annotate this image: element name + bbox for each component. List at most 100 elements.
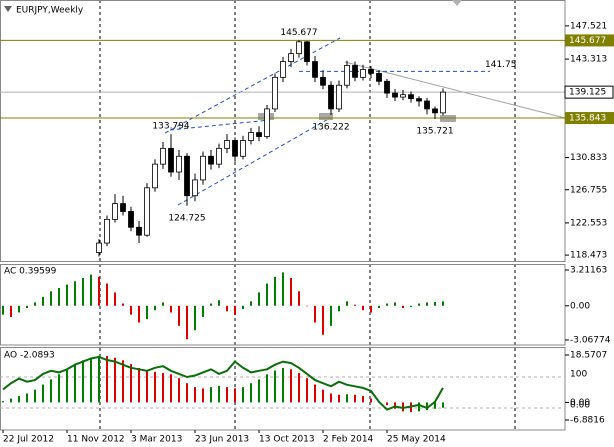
y-tick-label: 18.5707 [570, 350, 607, 360]
histogram-bar [194, 305, 196, 331]
candle-body [320, 76, 326, 86]
histogram-bar [394, 302, 396, 306]
x-tick-label: 13 Oct 2013 [259, 435, 315, 445]
histogram-bar [266, 374, 268, 403]
histogram-bar [50, 379, 52, 403]
channel-mid [169, 119, 271, 131]
candle-body [144, 187, 150, 236]
histogram-bar [90, 357, 92, 403]
histogram-bar [322, 389, 324, 403]
candle-body [368, 69, 374, 74]
candle-body [248, 132, 254, 141]
histogram-bar [26, 305, 28, 309]
candle-body [120, 203, 126, 212]
candle-body [152, 163, 158, 189]
histogram-bar [226, 305, 228, 312]
x-tick-label: 25 May 2014 [387, 435, 446, 445]
histogram-bar [106, 355, 108, 403]
y-tick-label: 126.755 [570, 185, 607, 195]
histogram-bar [162, 302, 164, 306]
indicator-title: AO -2.0893 [4, 351, 55, 361]
histogram-bar [234, 388, 236, 403]
indicator-line [2, 355, 444, 411]
candle-body [176, 155, 182, 173]
histogram-bar [202, 388, 204, 403]
trend-line [344, 61, 566, 119]
indicator-title: AC 0.39599 [4, 267, 57, 277]
y-tick-label: 122.553 [570, 218, 607, 228]
histogram-bar [226, 387, 228, 403]
candle-body [296, 41, 302, 55]
level-label: 145.677 [569, 36, 606, 46]
candle-body [232, 140, 238, 157]
histogram-bar [26, 393, 28, 403]
histogram-bar [426, 302, 428, 306]
histogram-bar [10, 305, 12, 317]
histogram-bar [330, 393, 332, 403]
histogram-bar [18, 396, 20, 403]
candle-body [264, 108, 270, 137]
histogram-bar [386, 303, 388, 306]
histogram-bar [330, 305, 332, 326]
price-annotation: 135.721 [416, 126, 453, 136]
histogram-bar [274, 276, 276, 306]
histogram-bar [426, 402, 428, 411]
histogram-bar [218, 300, 220, 306]
histogram-bar [370, 398, 372, 403]
histogram-bar [314, 384, 316, 403]
x-tick-label: 2 Feb 2014 [323, 435, 374, 445]
candle-body [440, 91, 446, 114]
candle-body [160, 147, 166, 165]
histogram-bar [354, 304, 356, 306]
histogram-bar [154, 305, 156, 311]
histogram-bar [122, 360, 124, 403]
histogram-bar [250, 301, 252, 306]
candle-body [312, 61, 318, 78]
y-tick-label: 0.00 [570, 398, 590, 408]
candle-body [112, 203, 118, 220]
histogram-bar [346, 394, 348, 403]
histogram-bar [370, 305, 372, 313]
candle-body [288, 53, 294, 62]
candle-body [200, 155, 206, 181]
candle-body [392, 92, 398, 98]
symbol-icon [4, 6, 12, 12]
x-tick-label: 23 Jun 2013 [195, 435, 249, 445]
histogram-bar [98, 276, 100, 306]
histogram-bar [66, 284, 68, 306]
histogram-bar [82, 277, 84, 306]
histogram-bar [122, 303, 124, 306]
histogram-bar [178, 305, 180, 326]
x-tick-label: 3 Mar 2013 [131, 435, 182, 445]
y-tick-label: -3.06774 [570, 335, 611, 345]
histogram-bar [130, 364, 132, 403]
y2-tick-label: 100 [570, 370, 587, 380]
histogram-bar [114, 357, 116, 403]
candle-body [184, 155, 190, 197]
candle-body [336, 84, 342, 110]
chart-title: EURJPY,Weekly [16, 6, 84, 16]
histogram-bar [210, 387, 212, 403]
histogram-bar [146, 305, 148, 320]
price-annotation: 136.222 [312, 123, 349, 133]
histogram-bar [386, 402, 388, 405]
candle-body [272, 76, 278, 110]
histogram-bar [34, 389, 36, 403]
x-tick-label: 11 Nov 2012 [67, 435, 125, 445]
candle-body [424, 100, 430, 110]
candle-body [104, 218, 110, 244]
y-tick-label: 143.313 [570, 55, 607, 65]
histogram-bar [58, 374, 60, 403]
histogram-bar [290, 277, 292, 306]
histogram-bar [210, 303, 212, 306]
price-annotation: 145.677 [280, 28, 317, 38]
candle-body [280, 61, 286, 78]
level-label: 135.843 [569, 114, 606, 124]
histogram-bar [82, 360, 84, 403]
level-box [565, 34, 614, 47]
histogram-bar [274, 370, 276, 403]
histogram-bar [106, 283, 108, 306]
histogram-bar [362, 396, 364, 403]
histogram-bar [194, 387, 196, 403]
